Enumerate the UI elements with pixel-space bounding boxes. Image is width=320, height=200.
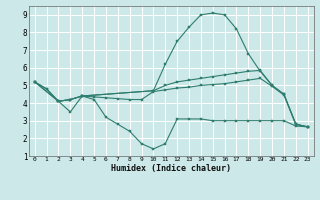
X-axis label: Humidex (Indice chaleur): Humidex (Indice chaleur)	[111, 164, 231, 173]
